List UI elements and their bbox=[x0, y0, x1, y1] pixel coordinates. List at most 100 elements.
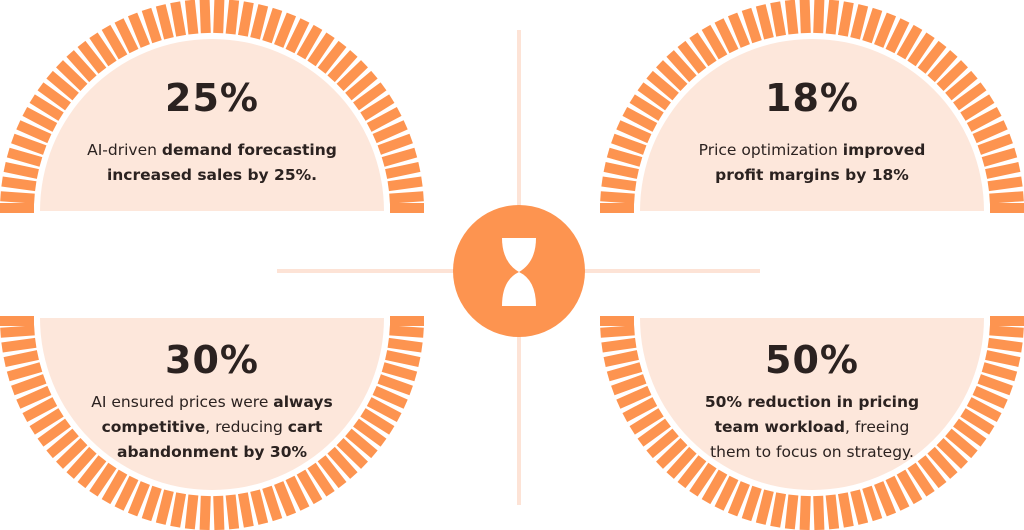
sunburst-ray bbox=[360, 94, 395, 121]
sunburst-ray bbox=[907, 32, 935, 67]
sunburst-ray bbox=[977, 133, 1013, 155]
sunburst-ray bbox=[377, 374, 413, 396]
sunburst-ray bbox=[784, 0, 799, 35]
stat-value: 18% bbox=[765, 76, 859, 120]
sunburst-ray bbox=[885, 475, 910, 511]
sunburst-ray bbox=[981, 362, 1018, 382]
sunburst-ray bbox=[677, 455, 707, 489]
sunburst-ray bbox=[953, 82, 987, 111]
stat-description: Price optimization improved profit margi… bbox=[662, 138, 962, 188]
highlight-text: demand forecasting increased sales by 25… bbox=[106, 141, 337, 184]
sunburst-ray bbox=[345, 428, 378, 459]
sunburst-ray bbox=[701, 469, 728, 505]
sunburst-ray bbox=[629, 408, 664, 435]
sunburst-ray bbox=[66, 50, 97, 83]
sunburst-ray bbox=[327, 446, 358, 479]
sunburst-ray bbox=[389, 325, 424, 338]
sunburst-ray bbox=[336, 60, 368, 91]
sunburst-ray bbox=[317, 455, 347, 489]
semicircle-fill bbox=[40, 318, 384, 490]
sunburst-ray bbox=[600, 191, 635, 204]
sunburst-ray bbox=[274, 12, 297, 48]
sunburst-ray bbox=[917, 455, 947, 489]
sunburst-ray bbox=[213, 495, 225, 530]
sunburst-ray bbox=[611, 374, 647, 396]
sunburst-ray bbox=[37, 418, 71, 447]
sunburst-ray bbox=[317, 40, 347, 74]
sunburst-ray bbox=[0, 325, 35, 338]
highlight-text: improved profit margins by 18% bbox=[715, 141, 926, 184]
sunburst-ray bbox=[966, 397, 1002, 422]
sunburst-ray bbox=[601, 176, 637, 192]
sunburst-ray bbox=[377, 133, 413, 155]
sunburst-ray bbox=[862, 485, 883, 522]
sunburst-ray bbox=[616, 385, 652, 409]
sunburst-ray bbox=[656, 438, 688, 469]
sunburst-ray bbox=[741, 485, 762, 522]
sunburst-ray bbox=[250, 489, 269, 525]
sunburst-ray bbox=[989, 191, 1024, 204]
sunburst-ray bbox=[237, 492, 254, 528]
sunburst-ray bbox=[966, 107, 1002, 132]
sunburst-ray bbox=[387, 176, 423, 192]
sunburst-ray bbox=[606, 362, 643, 382]
sunburst-ray bbox=[225, 494, 240, 530]
sunburst-ray bbox=[29, 94, 64, 121]
stat-value: 30% bbox=[165, 338, 259, 382]
hourglass-icon bbox=[502, 238, 536, 306]
sunburst-ray bbox=[114, 475, 139, 511]
sunburst-ray bbox=[987, 176, 1023, 192]
sunburst-ray bbox=[56, 438, 88, 469]
sunburst-ray bbox=[907, 462, 935, 497]
sunburst-ray bbox=[385, 162, 421, 179]
sunburst-ray bbox=[637, 82, 671, 111]
sunburst-ray bbox=[677, 40, 707, 74]
sunburst-ray bbox=[953, 418, 987, 447]
sunburst-ray bbox=[101, 24, 128, 60]
sunburst-ray bbox=[3, 162, 39, 179]
sunburst-ray bbox=[1, 337, 37, 353]
sunburst-ray bbox=[307, 462, 335, 497]
sunburst-ray bbox=[666, 446, 697, 479]
sunburst-ray bbox=[646, 428, 679, 459]
sunburst-ray bbox=[885, 18, 910, 54]
sunburst-ray bbox=[977, 374, 1013, 396]
sunburst-ray bbox=[336, 438, 368, 469]
sunburst-ray bbox=[927, 446, 958, 479]
semicircle-fill bbox=[640, 318, 984, 490]
sunburst-ray bbox=[862, 7, 883, 44]
sunburst-ray bbox=[784, 494, 799, 530]
sunburst-ray bbox=[896, 24, 923, 60]
sunburst-ray bbox=[606, 147, 643, 167]
sunburst-ray bbox=[985, 162, 1021, 179]
sunburst-ray bbox=[689, 32, 717, 67]
sunburst-ray bbox=[936, 60, 968, 91]
sunburst-ray bbox=[770, 1, 787, 37]
sunburst-ray bbox=[366, 397, 402, 422]
sunburst-ray bbox=[285, 475, 310, 511]
body-text: , freeing them to focus on strategy. bbox=[710, 418, 914, 461]
body-text: AI-driven bbox=[87, 141, 162, 159]
body-text: Price optimization bbox=[698, 141, 843, 159]
sunburst-ray bbox=[936, 438, 968, 469]
sunburst-ray bbox=[155, 4, 174, 40]
sunburst-ray bbox=[799, 0, 811, 34]
sunburst-ray bbox=[1, 176, 37, 192]
body-text: AI ensured prices were bbox=[91, 393, 274, 411]
sunburst-ray bbox=[896, 469, 923, 505]
sunburst-ray bbox=[727, 12, 750, 48]
sunburst-ray bbox=[813, 0, 825, 34]
sunburst-ray bbox=[381, 362, 418, 382]
semicircle-fill bbox=[40, 39, 384, 211]
sunburst-ray bbox=[813, 495, 825, 530]
sunburst-ray bbox=[327, 50, 358, 83]
sunburst-ray bbox=[381, 147, 418, 167]
sunburst-ray bbox=[960, 94, 995, 121]
stat-card-competitive-pricing: 30% AI ensured prices were always compet… bbox=[62, 338, 362, 465]
sunburst-ray bbox=[372, 385, 408, 409]
sunburst-ray bbox=[170, 492, 187, 528]
sunburst-ray bbox=[874, 12, 897, 48]
sunburst-semicircle bbox=[600, 316, 1024, 530]
stat-description: AI ensured prices were always competitiv… bbox=[62, 390, 362, 465]
